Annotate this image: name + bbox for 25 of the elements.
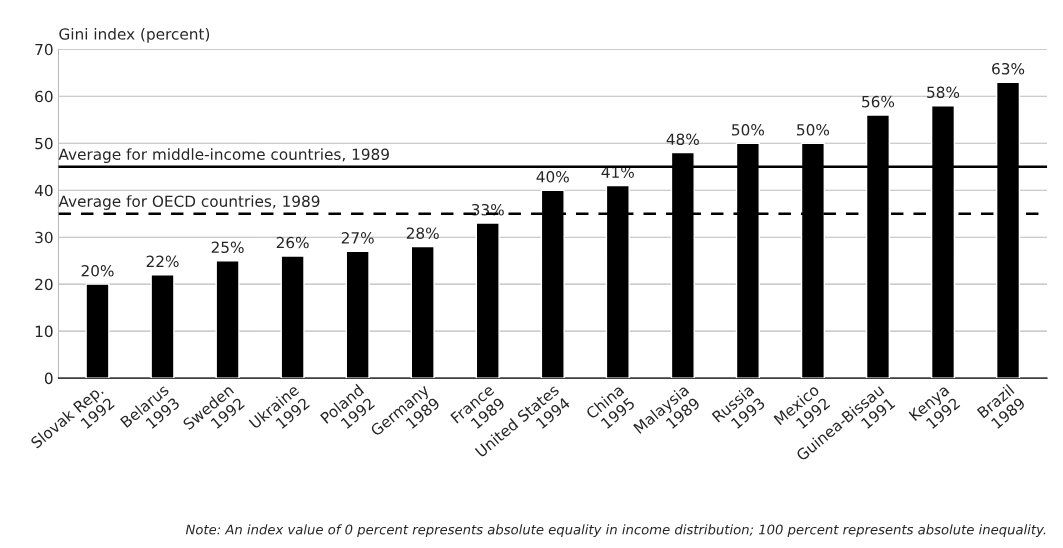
data-label: 20% (81, 264, 114, 277)
data-label: 27% (341, 232, 374, 244)
ref-line-label: Average for middle-income countries, 1989 (58, 148, 389, 163)
ref-line-label: Average for OECD countries, 1989 (58, 195, 320, 210)
data-label: 40% (536, 171, 569, 183)
data-label: 56% (862, 95, 895, 108)
text: Note: An index value of 0 percent represents absolute equality in income distribution; 100 percent represents absolute inequality. (185, 524, 1046, 538)
data-label: 50% (732, 124, 765, 136)
data-label: 22% (146, 255, 179, 268)
data-label: 63% (992, 62, 1025, 75)
y-tick-label: 50 (35, 137, 53, 150)
y-tick-label: 0 (44, 372, 53, 385)
y-tick-label: 20 (35, 278, 53, 291)
data-label: 50% (797, 124, 830, 136)
data-label: 48% (666, 133, 699, 145)
y-tick-label: 30 (35, 231, 53, 244)
y-tick-label: 60 (35, 90, 53, 103)
data-label: 26% (276, 236, 309, 249)
y-tick-label: 70 (35, 43, 53, 56)
y-axis-title: Gini index (percent) (59, 27, 210, 43)
y-tick-label: 40 (34, 184, 53, 197)
data-label: 25% (211, 241, 244, 254)
y-tick-label: 10 (35, 325, 53, 338)
data-label: 58% (927, 86, 960, 99)
data-label: 28% (406, 227, 439, 239)
